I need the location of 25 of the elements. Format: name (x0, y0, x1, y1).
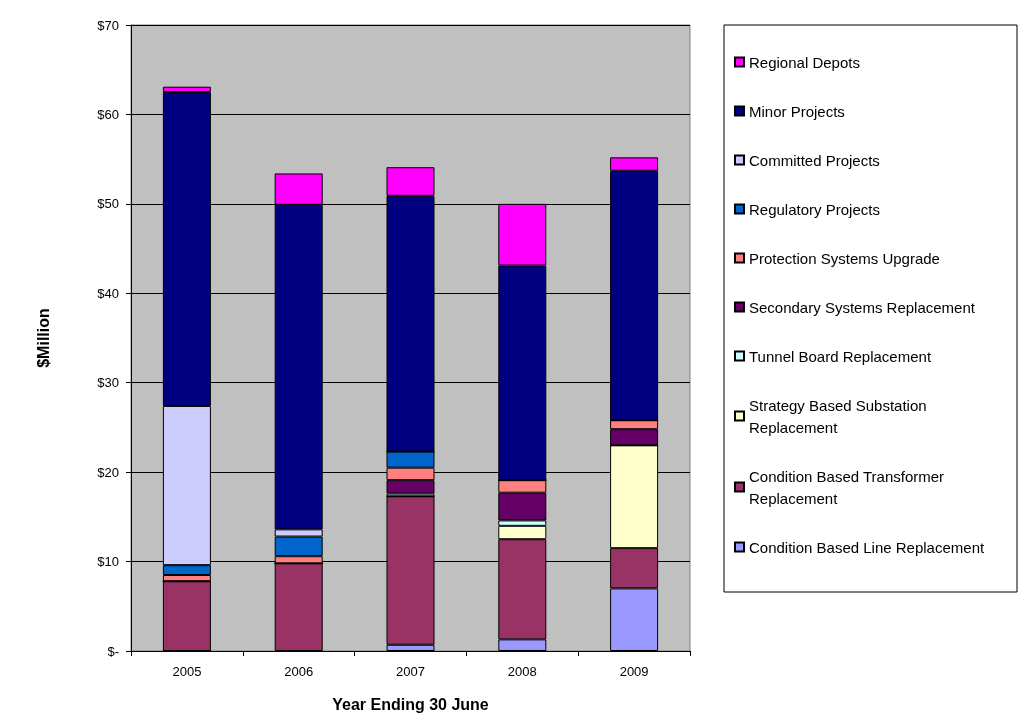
x-tick-label: 2007 (396, 664, 425, 679)
x-tick-label: 2005 (172, 664, 202, 679)
legend-label: Minor Projects (749, 102, 845, 120)
y-tick-label: $- (107, 643, 119, 659)
legend-label: Regulatory Projects (749, 200, 880, 218)
y-tick-label: $50 (97, 196, 119, 212)
y-tick-label: $20 (97, 464, 119, 480)
legend-label: Strategy Based Substation Replacement (749, 396, 931, 436)
legend-label: Regional Depots (749, 53, 860, 71)
x-tick-label: 2009 (619, 664, 649, 679)
x-axis-title: Year Ending 30 June (332, 695, 489, 713)
y-tick-label: $40 (97, 285, 119, 301)
y-tick-label: $70 (97, 17, 119, 33)
legend-label: Condition Based Line Replacement (749, 538, 985, 556)
legend-label: Secondary Systems Replacement (749, 298, 976, 316)
x-tick-label: 2008 (507, 664, 537, 679)
y-tick-label: $30 (97, 375, 119, 391)
y-axis-title: $Million (34, 308, 52, 368)
y-tick-label: $60 (97, 106, 119, 122)
legend-label: Committed Projects (749, 151, 880, 169)
legend-label: Tunnel Board Replacement (749, 347, 932, 365)
y-tick-label: $10 (97, 554, 119, 570)
x-tick-label: 2006 (284, 664, 314, 679)
legend-label: Condition Based Transformer Replacement (749, 467, 949, 507)
legend-label: Protection Systems Upgrade (749, 249, 940, 267)
